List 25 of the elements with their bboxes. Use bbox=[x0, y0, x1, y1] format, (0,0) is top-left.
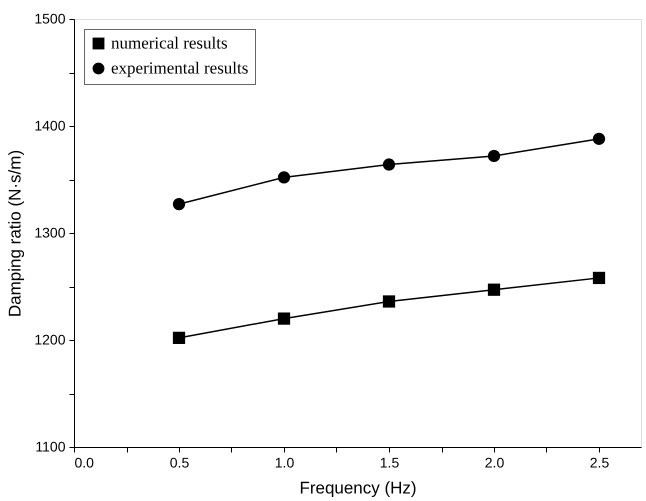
x-tick-label: 2.5 bbox=[590, 454, 610, 470]
y-tick-label: 1200 bbox=[34, 332, 66, 348]
x-tick-label: 0.0 bbox=[74, 454, 94, 470]
point bbox=[278, 171, 290, 184]
x-axis-title: Frequency (Hz) bbox=[299, 478, 417, 498]
x-tick-label: 0.5 bbox=[170, 454, 190, 470]
y-tick-label: 1300 bbox=[34, 224, 66, 240]
y-tick-label: 1100 bbox=[35, 438, 66, 454]
point bbox=[278, 312, 290, 325]
legend-label: numerical results bbox=[111, 34, 228, 52]
point bbox=[488, 150, 500, 162]
x-tick-label: 2.0 bbox=[484, 454, 504, 470]
legend-label: experimental results bbox=[111, 58, 248, 78]
point bbox=[172, 332, 186, 344]
point bbox=[592, 132, 606, 145]
point bbox=[172, 198, 186, 210]
y-axis-title: Damping ratio (N·s/m) bbox=[5, 150, 24, 318]
point bbox=[382, 158, 396, 171]
point bbox=[488, 284, 500, 296]
y-tick-label: 1400 bbox=[34, 118, 66, 134]
x-tick-label: 1.0 bbox=[274, 454, 294, 470]
point bbox=[382, 295, 396, 308]
x-tick-label: 1.5 bbox=[380, 454, 400, 470]
y-tick-label: 1500 bbox=[34, 10, 66, 26]
point bbox=[592, 272, 606, 284]
